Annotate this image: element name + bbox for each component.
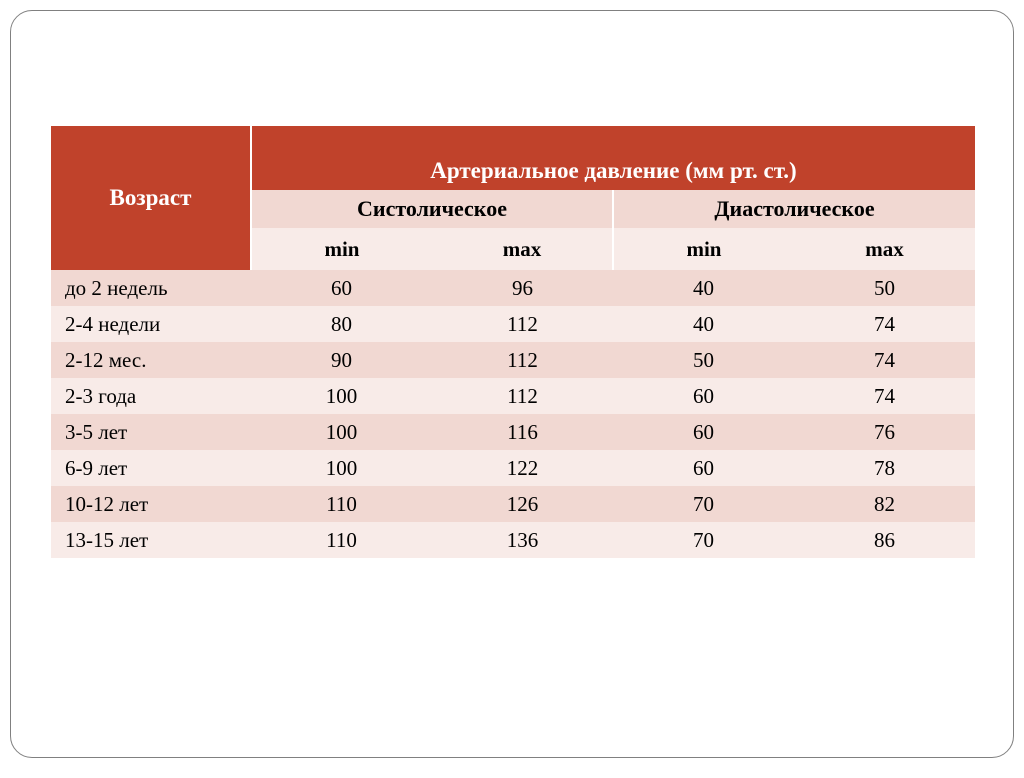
cell-age: 10-12 лет — [51, 486, 251, 522]
cell-dia-min: 60 — [613, 378, 794, 414]
header-dia-min: min — [613, 228, 794, 270]
cell-dia-min: 60 — [613, 450, 794, 486]
table-row: 10-12 лет 110 126 70 82 — [51, 486, 975, 522]
header-pressure: Артериальное давление (мм рт. ст.) — [251, 126, 975, 190]
cell-dia-min: 70 — [613, 486, 794, 522]
table-row: 13-15 лет 110 136 70 86 — [51, 522, 975, 558]
table-row: до 2 недель 60 96 40 50 — [51, 270, 975, 306]
cell-dia-min: 40 — [613, 306, 794, 342]
header-dia-max: max — [794, 228, 975, 270]
cell-sys-max: 136 — [432, 522, 613, 558]
cell-age: 6-9 лет — [51, 450, 251, 486]
cell-dia-min: 50 — [613, 342, 794, 378]
cell-sys-min: 100 — [251, 414, 432, 450]
cell-dia-max: 74 — [794, 306, 975, 342]
cell-dia-max: 78 — [794, 450, 975, 486]
table-row: 2-12 мес. 90 112 50 74 — [51, 342, 975, 378]
cell-dia-max: 86 — [794, 522, 975, 558]
cell-dia-min: 60 — [613, 414, 794, 450]
cell-sys-max: 112 — [432, 306, 613, 342]
cell-sys-max: 96 — [432, 270, 613, 306]
cell-age: 2-3 года — [51, 378, 251, 414]
cell-dia-max: 50 — [794, 270, 975, 306]
cell-sys-min: 80 — [251, 306, 432, 342]
cell-dia-min: 70 — [613, 522, 794, 558]
cell-sys-max: 112 — [432, 378, 613, 414]
header-systolic: Систолическое — [251, 190, 613, 228]
cell-age: 3-5 лет — [51, 414, 251, 450]
table-row: 3-5 лет 100 116 60 76 — [51, 414, 975, 450]
table-row: 6-9 лет 100 122 60 78 — [51, 450, 975, 486]
cell-sys-min: 110 — [251, 522, 432, 558]
cell-sys-max: 122 — [432, 450, 613, 486]
cell-sys-min: 100 — [251, 378, 432, 414]
cell-sys-max: 116 — [432, 414, 613, 450]
cell-dia-max: 74 — [794, 342, 975, 378]
cell-dia-max: 82 — [794, 486, 975, 522]
bp-table-container: Возраст Артериальное давление (мм рт. ст… — [51, 126, 975, 558]
cell-dia-min: 40 — [613, 270, 794, 306]
header-diastolic: Диастолическое — [613, 190, 975, 228]
cell-sys-min: 90 — [251, 342, 432, 378]
cell-age: 13-15 лет — [51, 522, 251, 558]
cell-age: 2-12 мес. — [51, 342, 251, 378]
cell-age: 2-4 недели — [51, 306, 251, 342]
cell-sys-min: 110 — [251, 486, 432, 522]
header-age: Возраст — [51, 126, 251, 270]
cell-sys-min: 100 — [251, 450, 432, 486]
cell-age: до 2 недель — [51, 270, 251, 306]
table-row: 2-3 года 100 112 60 74 — [51, 378, 975, 414]
cell-sys-max: 112 — [432, 342, 613, 378]
header-sys-min: min — [251, 228, 432, 270]
bp-table: Возраст Артериальное давление (мм рт. ст… — [51, 126, 975, 558]
cell-sys-max: 126 — [432, 486, 613, 522]
table-row: 2-4 недели 80 112 40 74 — [51, 306, 975, 342]
slide-frame: Возраст Артериальное давление (мм рт. ст… — [10, 10, 1014, 758]
cell-dia-max: 74 — [794, 378, 975, 414]
header-sys-max: max — [432, 228, 613, 270]
cell-dia-max: 76 — [794, 414, 975, 450]
cell-sys-min: 60 — [251, 270, 432, 306]
